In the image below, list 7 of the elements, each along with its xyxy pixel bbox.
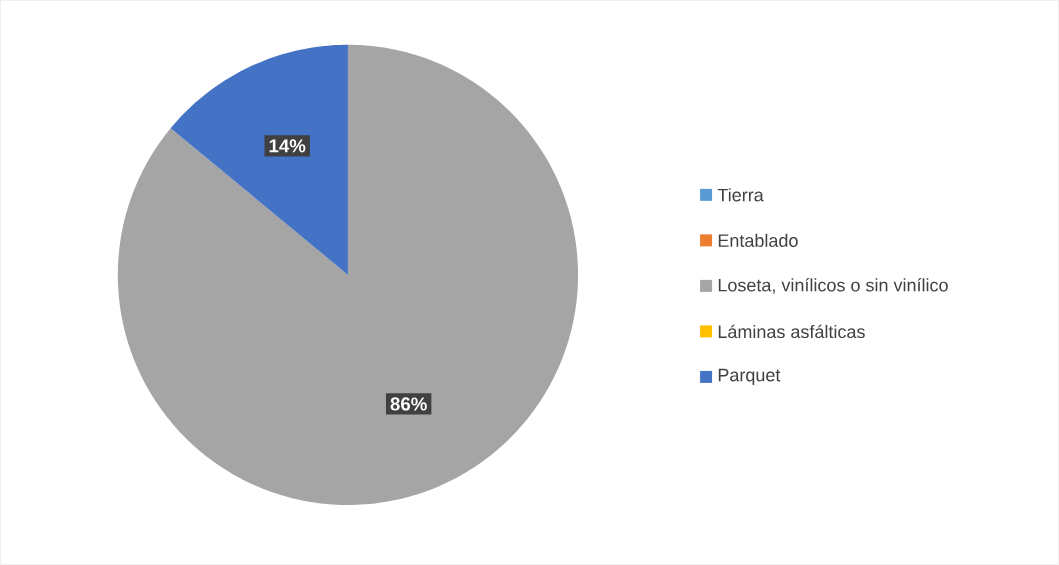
data-label: 86% [390,397,427,411]
legend-label: Láminas asfálticas [718,324,865,339]
legend-label: Parquet [718,368,781,386]
data-label: 14% [269,139,306,153]
legend-label: Tierra [717,188,764,202]
legend-label: Loseta, vinílicos o sin vinílico [718,278,948,294]
legend-label: Entablado [718,233,798,248]
